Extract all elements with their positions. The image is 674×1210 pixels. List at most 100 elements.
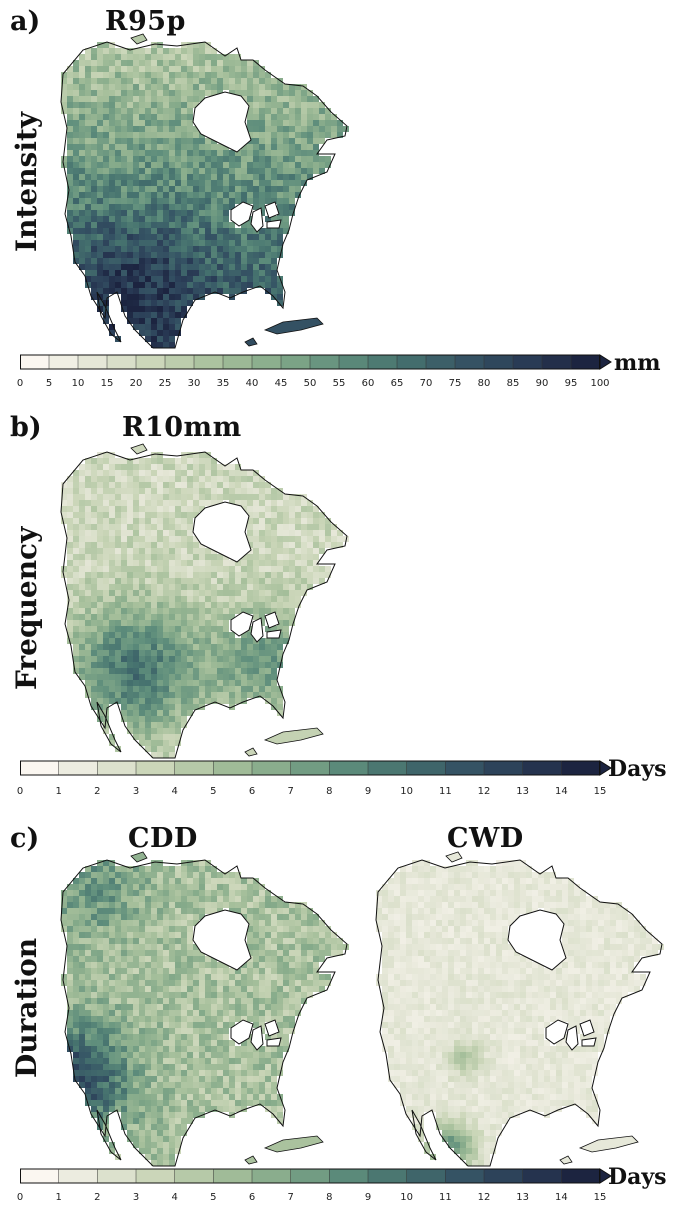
map-great-lake [250,617,264,643]
colorbar-tick-label: 1 [55,786,62,797]
colorbar-tick-label: 11 [438,1192,452,1203]
colorbar-segment [49,355,79,369]
colorbar-days-1-ticks: 0 1 2 3 4 5 6 7 8 9 10 11 12 13 14 15 [16,786,607,800]
map-island [130,851,148,863]
colorbar-segment [252,355,282,369]
map-coastline [60,451,348,759]
colorbar-mm-ticks: 0 5 10 15 20 25 30 35 40 45 50 55 60 65 70 75 80 85 90 95 10… [17,378,610,392]
map-great-lake [581,1037,597,1047]
colorbar-segment [281,355,311,369]
colorbar-segment [329,761,369,775]
colorbar-tick-label: 15 [100,378,114,389]
colorbar-extend-arrow [599,760,612,776]
map-r10mm [60,443,349,759]
colorbar-segment [194,355,224,369]
map-coastline [375,859,663,1167]
map-coastline [60,41,348,349]
map-island [263,1135,324,1153]
colorbar-tick-label: 8 [326,786,333,797]
colorbar-tick-label: 13 [516,786,530,797]
colorbar-tick-label: 35 [216,378,230,389]
map-great-lake [266,219,282,229]
colorbar-segment [571,355,601,369]
colorbar-tick-label: 55 [332,378,346,389]
colorbar-tick-label: 2 [94,1192,101,1203]
colorbar-segment [213,761,253,775]
colorbar-tick-label: 9 [364,786,372,797]
map-baja-coastline [411,1109,437,1161]
colorbar-tick-label: 4 [171,786,178,797]
map-island [445,851,463,863]
colorbar-segment [397,355,427,369]
map-great-lake [565,1025,579,1051]
colorbar-segment [329,1169,369,1183]
colorbar-days-2 [20,1168,612,1184]
row-label-intensity: Intensity [10,111,43,252]
colorbar-segment [310,355,340,369]
colorbar-segment [426,355,456,369]
colorbar-segment [136,355,166,369]
map-coastline [60,859,348,1167]
colorbar-tick-label: 95 [564,378,578,389]
map-island [244,747,258,757]
colorbar-tick-label: 5 [45,378,53,389]
panel-a-title: R95p [105,6,186,37]
colorbar-segment [20,355,50,369]
colorbar-tick-label: 40 [245,378,259,389]
map-hudson-bay [192,909,252,971]
colorbar-tick-label: 6 [248,1192,256,1203]
colorbar-tick-label: 0 [16,786,24,797]
map-island [559,1155,573,1165]
map-hudson-bay [192,91,252,153]
map-hudson-bay [192,501,252,563]
row-label-frequency: Frequency [10,526,43,690]
colorbar-segment [522,761,562,775]
colorbar-tick-label: 14 [554,786,568,797]
colorbar-tick-label: 8 [326,1192,333,1203]
colorbar-tick-label: 0 [16,1192,24,1203]
colorbar-segment [165,355,195,369]
map-great-lake [579,1019,595,1037]
colorbar-segment [455,355,485,369]
colorbar-tick-label: 10 [71,378,85,389]
colorbar-tick-label: 13 [516,1192,530,1203]
row-label-duration: Duration [10,937,43,1078]
map-pixel-grid [376,860,664,1166]
colorbar-mm [20,354,612,370]
map-pixel-grid [61,42,349,348]
panel-b-title: R10mm [122,412,242,443]
map-cdd [60,851,349,1167]
colorbar-tick-label: 6 [248,786,256,797]
colorbar-tick-label: 12 [477,1192,491,1203]
colorbar-tick-label: 3 [132,786,140,797]
colorbar-tick-label: 50 [303,378,317,389]
colorbar-segment [339,355,369,369]
colorbar-segment [20,1169,60,1183]
map-great-lake [230,1019,254,1045]
map-great-lake [230,611,254,637]
colorbar-extend-arrow [599,354,612,370]
colorbar-segment [290,761,330,775]
colorbar-segment [252,761,292,775]
map-great-lake [264,201,280,219]
map-cwd [375,851,664,1167]
colorbar-segment [290,1169,330,1183]
colorbar-tick-label: 85 [506,378,520,389]
colorbar-segment [522,1169,562,1183]
colorbar-tick-label: 70 [419,378,433,389]
colorbar-segment [174,1169,214,1183]
colorbar-segment [213,1169,253,1183]
map-great-lake [264,1019,280,1037]
colorbar-mm-unit: mm [614,350,661,376]
colorbar-segment [368,1169,408,1183]
colorbar-tick-label: 11 [438,786,452,797]
colorbar-segment [368,355,398,369]
colorbar-tick-label: 100 [590,378,610,389]
map-great-lake [545,1019,569,1045]
colorbar-days-2-ticks: 0 1 2 3 4 5 6 7 8 9 10 11 12 13 14 15 [16,1192,607,1206]
colorbar-segment [406,1169,446,1183]
colorbar-tick-label: 30 [187,378,201,389]
colorbar-tick-label: 14 [554,1192,568,1203]
colorbar-tick-label: 5 [210,1192,217,1203]
colorbar-segment [58,1169,98,1183]
